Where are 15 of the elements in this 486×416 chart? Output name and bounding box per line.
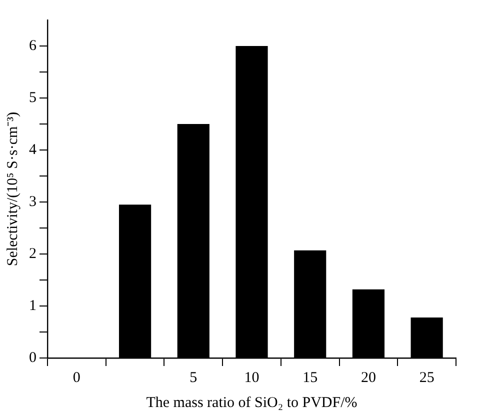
y-tick-label: 4 <box>29 142 37 158</box>
y-tick-label: 5 <box>29 90 36 106</box>
x-axis-title: The mass ratio of SiO₂ to PVDF/% <box>146 394 358 411</box>
y-axis-title: Selectivity/(10⁵ S·s·cm⁻³) <box>4 112 21 266</box>
x-tick-label: 0 <box>72 370 80 386</box>
y-tick-label: 0 <box>29 350 36 366</box>
x-tick-label: 10 <box>244 370 260 386</box>
x-tick-label: 5 <box>190 370 198 386</box>
y-tick-label: 1 <box>29 298 36 314</box>
y-tick-label: 3 <box>29 194 36 210</box>
x-tick-label: 15 <box>302 370 318 386</box>
y-tick-label: 2 <box>29 246 36 262</box>
y-tick-label: 6 <box>29 38 37 54</box>
x-tick-label: 20 <box>360 370 376 386</box>
x-tick-label: 25 <box>419 370 434 386</box>
